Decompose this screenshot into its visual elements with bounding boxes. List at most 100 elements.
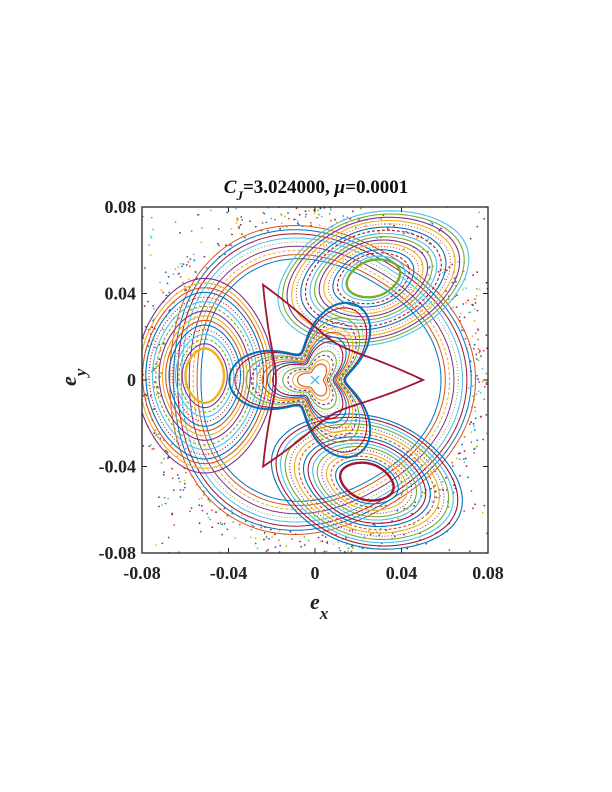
- chaos-point: [143, 305, 146, 307]
- chaos-point: [215, 511, 217, 514]
- chaos-point: [159, 281, 161, 284]
- invariant-curve: [335, 458, 399, 505]
- x-tick-label: 0.04: [386, 563, 418, 583]
- chaos-point: [164, 271, 167, 274]
- chaos-point: [250, 528, 253, 531]
- chaos-point: [231, 513, 234, 515]
- chaos-point: [317, 209, 320, 212]
- chaos-point: [217, 522, 220, 525]
- chaos-point: [471, 335, 474, 338]
- invariant-curve: [321, 449, 413, 515]
- chaos-point: [416, 542, 419, 545]
- chaos-point: [185, 471, 187, 474]
- chaos-point: [474, 332, 477, 335]
- chaos-point: [203, 255, 206, 258]
- chaos-point: [231, 509, 233, 511]
- chaos-point: [350, 545, 353, 548]
- x-axis-label: ex: [310, 589, 329, 623]
- chaos-point: [158, 433, 160, 436]
- invariant-curve: [295, 223, 452, 334]
- chaos-point: [427, 238, 430, 241]
- chaos-point: [161, 504, 164, 506]
- chaos-point: [170, 443, 173, 446]
- chaos-point: [201, 505, 203, 507]
- chaos-point: [423, 492, 426, 495]
- chaos-point: [477, 390, 480, 393]
- chaos-point: [150, 216, 153, 219]
- chaos-point: [256, 547, 259, 550]
- chaos-point: [441, 480, 444, 483]
- chaos-point: [373, 524, 376, 526]
- chaos-point: [473, 429, 476, 431]
- chaos-point: [300, 545, 303, 548]
- invariant-curve: [316, 445, 418, 518]
- chaos-point: [142, 215, 145, 218]
- invariant-curve: [304, 229, 442, 328]
- chaos-point: [455, 280, 457, 283]
- chaos-point: [192, 253, 195, 256]
- chaos-point: [477, 348, 480, 350]
- chaos-point: [226, 528, 229, 531]
- chaos-point: [170, 467, 173, 470]
- chaos-point: [162, 291, 165, 294]
- chaos-point: [224, 253, 226, 256]
- invariant-curve: [298, 432, 436, 531]
- chaos-point: [448, 549, 451, 551]
- invariant-curve: [330, 455, 404, 508]
- chaos-point: [179, 496, 182, 498]
- chaos-point: [453, 484, 455, 487]
- chaos-point: [166, 451, 169, 454]
- invariant-curve: [200, 258, 442, 502]
- chaos-point: [469, 237, 472, 240]
- chaos-point: [378, 534, 381, 537]
- chaos-point: [231, 233, 233, 236]
- chaos-point: [479, 350, 481, 352]
- chaos-point: [457, 261, 459, 263]
- invariant-curve: [291, 219, 456, 337]
- chaos-point: [174, 221, 177, 224]
- chaos-point: [211, 509, 213, 512]
- chaos-point: [221, 533, 224, 536]
- chaos-point: [420, 235, 423, 238]
- invariant-curve: [282, 213, 465, 344]
- chaos-point: [147, 378, 149, 380]
- chaos-point: [412, 523, 415, 526]
- invariant-curve: [341, 255, 406, 302]
- chaos-point: [208, 500, 211, 503]
- chaos-point: [203, 494, 205, 496]
- invariant-curve: [282, 350, 337, 410]
- chaos-point: [475, 358, 478, 360]
- invariant-curve: [287, 354, 334, 406]
- chaos-point: [462, 303, 465, 305]
- chaos-point: [464, 457, 467, 460]
- chaos-point: [305, 213, 308, 216]
- invariant-curve: [286, 216, 461, 341]
- chaos-point: [426, 520, 429, 523]
- chaos-point: [165, 294, 168, 297]
- chaos-point: [326, 542, 329, 544]
- chaos-point: [143, 267, 146, 269]
- chaos-point: [476, 271, 479, 273]
- chaos-point: [475, 393, 478, 396]
- chaos-point: [207, 516, 210, 519]
- chaos-point: [351, 210, 354, 213]
- chaos-point: [485, 414, 488, 416]
- chaos-point: [142, 445, 145, 447]
- chaos-point: [152, 369, 155, 372]
- invariant-curve: [188, 245, 455, 515]
- chaos-point: [278, 539, 280, 542]
- chaos-point: [179, 276, 182, 278]
- chaos-point: [267, 229, 269, 232]
- chaos-point: [425, 542, 428, 545]
- chaos-point: [160, 289, 163, 292]
- chaos-point: [355, 226, 357, 229]
- chaos-point: [154, 346, 157, 349]
- chaos-point: [372, 523, 375, 526]
- separatrix: [262, 282, 426, 469]
- chaos-point: [291, 538, 293, 540]
- chaos-point: [473, 425, 476, 428]
- chaos-point: [144, 393, 147, 396]
- chaos-point: [393, 224, 395, 227]
- chaos-point: [376, 237, 379, 240]
- chaos-point: [254, 537, 257, 540]
